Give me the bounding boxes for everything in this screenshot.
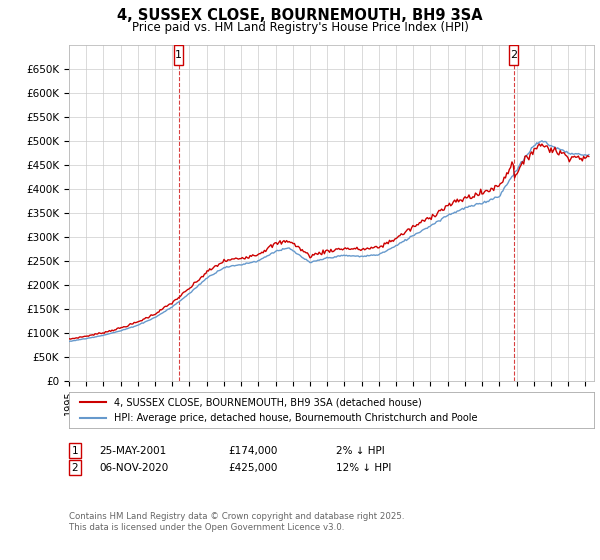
Text: 2: 2 [71, 463, 79, 473]
Text: 06-NOV-2020: 06-NOV-2020 [99, 463, 168, 473]
Text: 1: 1 [175, 50, 182, 60]
Text: 4, SUSSEX CLOSE, BOURNEMOUTH, BH9 3SA (detached house): 4, SUSSEX CLOSE, BOURNEMOUTH, BH9 3SA (d… [113, 397, 421, 407]
Text: 4, SUSSEX CLOSE, BOURNEMOUTH, BH9 3SA: 4, SUSSEX CLOSE, BOURNEMOUTH, BH9 3SA [117, 8, 483, 24]
Text: £174,000: £174,000 [228, 446, 277, 456]
Bar [509, 45, 518, 65]
Text: £425,000: £425,000 [228, 463, 277, 473]
Text: Contains HM Land Registry data © Crown copyright and database right 2025.
This d: Contains HM Land Registry data © Crown c… [69, 512, 404, 532]
Bar [175, 45, 183, 65]
Text: 12% ↓ HPI: 12% ↓ HPI [336, 463, 391, 473]
Text: 25-MAY-2001: 25-MAY-2001 [99, 446, 166, 456]
Text: Price paid vs. HM Land Registry's House Price Index (HPI): Price paid vs. HM Land Registry's House … [131, 21, 469, 34]
Text: HPI: Average price, detached house, Bournemouth Christchurch and Poole: HPI: Average price, detached house, Bour… [113, 413, 477, 423]
Text: 2: 2 [510, 50, 517, 60]
Text: 2% ↓ HPI: 2% ↓ HPI [336, 446, 385, 456]
Text: 1: 1 [71, 446, 79, 456]
